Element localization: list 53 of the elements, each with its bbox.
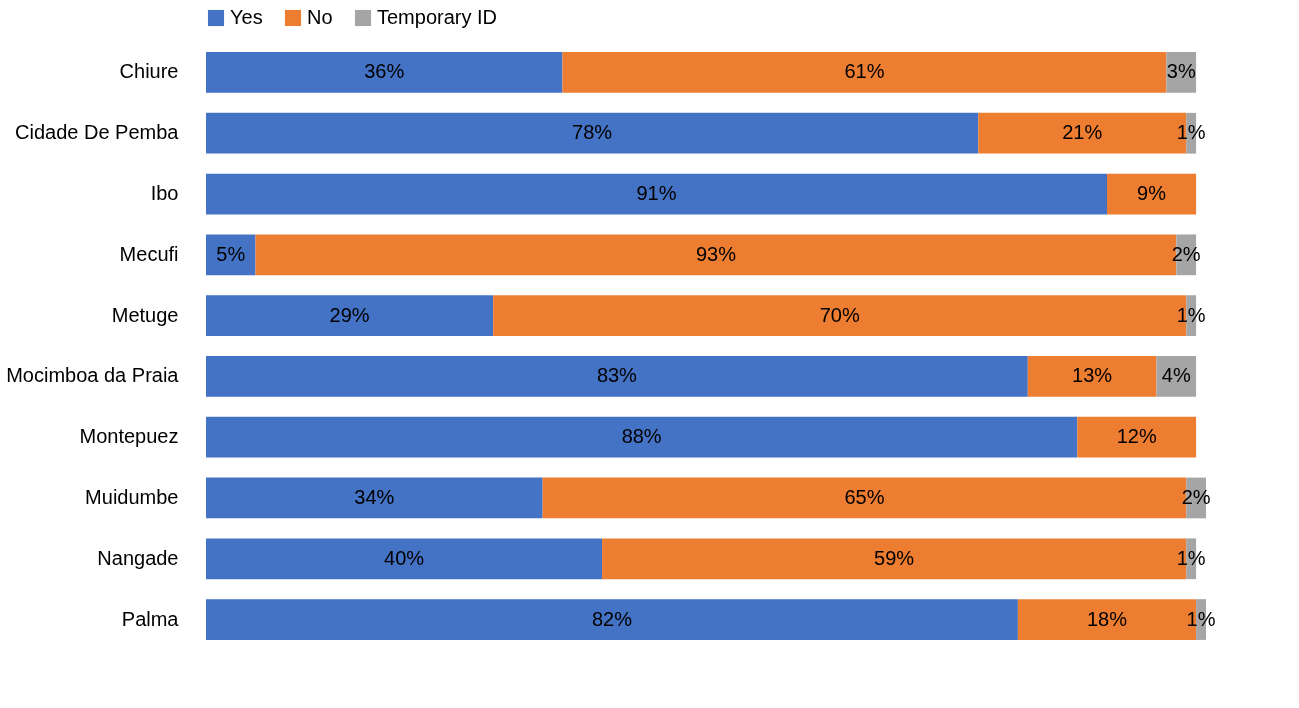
y-tick-label: Montepuez [79, 425, 179, 448]
y-tick-label: Nangade [97, 546, 179, 569]
data-label: 9% [1137, 182, 1167, 205]
data-label: 4% [1161, 364, 1191, 387]
y-tick-label: Ibo [150, 182, 179, 205]
legend-label: Temporary ID [377, 6, 498, 28]
data-label: 40% [384, 546, 425, 569]
y-tick-label: Palma [121, 607, 180, 630]
legend-label: Yes [230, 6, 263, 28]
data-label: 65% [844, 485, 885, 508]
y-tick-label: Mocimboa da Praia [6, 364, 180, 387]
data-label: 36% [364, 60, 405, 83]
data-label: 5% [216, 242, 246, 265]
bar [1077, 416, 1197, 458]
y-tick-label: Muidumbe [85, 485, 179, 508]
data-label: 83% [596, 364, 638, 387]
data-label: 21% [1062, 121, 1103, 144]
bar [206, 477, 543, 519]
y-tick-label: Chiure [119, 60, 179, 83]
data-label: 3% [1166, 60, 1196, 83]
bar [206, 356, 1028, 397]
bar [562, 52, 1167, 93]
data-label: 91% [636, 182, 677, 205]
data-label: 88% [621, 425, 662, 448]
bar [1106, 173, 1197, 215]
data-label: 1% [1176, 303, 1206, 326]
bar [206, 173, 1107, 215]
data-label: 93% [695, 242, 737, 265]
data-label: 1% [1186, 607, 1216, 630]
data-label: 1% [1176, 546, 1206, 569]
data-label: 18% [1086, 607, 1128, 630]
bar [1027, 356, 1157, 397]
bar [206, 599, 1018, 640]
y-tick-label: Cidade De Pemba [15, 121, 180, 144]
data-label: 29% [329, 303, 370, 326]
data-label: 12% [1116, 425, 1157, 448]
data-label: 59% [874, 546, 915, 569]
bar [206, 416, 1078, 458]
bar [206, 538, 603, 580]
y-tick-label: Metuge [111, 303, 179, 326]
data-label: 34% [354, 485, 395, 508]
data-label: 82% [591, 607, 633, 630]
bar [206, 234, 256, 276]
bar [206, 295, 494, 336]
data-label: 1% [1176, 121, 1206, 144]
bar [206, 52, 563, 93]
legend-label: No [307, 6, 333, 28]
data-label: 70% [819, 303, 860, 326]
bar [206, 112, 979, 154]
data-label: 13% [1072, 364, 1113, 387]
y-tick-label: Mecufi [119, 242, 179, 265]
data-label: 78% [572, 121, 613, 144]
data-label: 61% [844, 60, 885, 83]
